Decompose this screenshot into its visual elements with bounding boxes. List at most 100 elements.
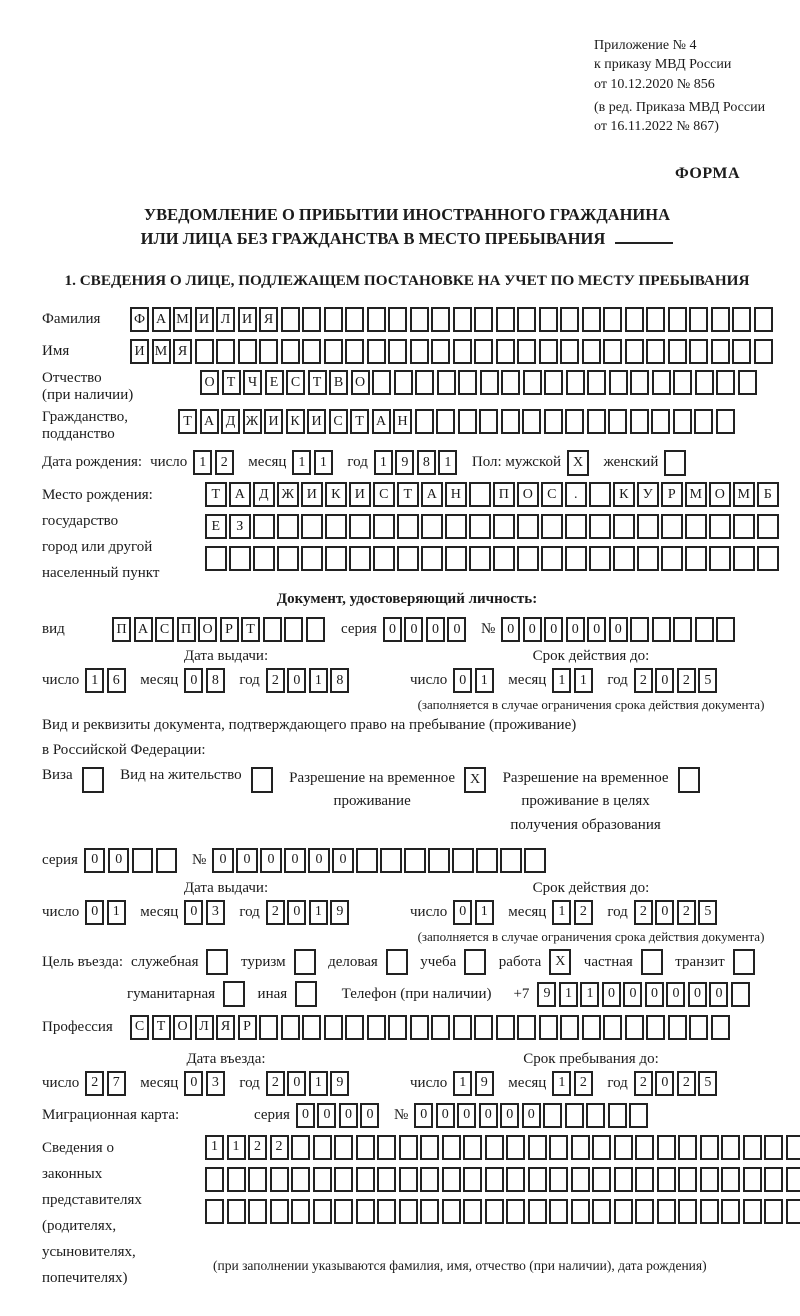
char-box[interactable]: Е [265,370,284,395]
char-box[interactable] [646,307,665,332]
char-box[interactable] [629,1103,648,1128]
char-box[interactable]: Т [308,370,327,395]
char-box[interactable] [373,546,395,571]
char-box[interactable]: 1 [552,1071,571,1096]
char-box[interactable] [436,409,455,434]
char-box[interactable] [764,1135,783,1160]
char-box[interactable]: X [464,767,486,793]
char-box[interactable] [733,546,755,571]
char-box[interactable] [356,1135,375,1160]
char-box[interactable] [253,514,275,539]
char-box[interactable] [380,848,402,873]
char-box[interactable]: 0 [284,848,306,873]
char-box[interactable]: 1 [309,1071,328,1096]
char-box[interactable]: Л [216,307,235,332]
char-box[interactable] [420,1135,439,1160]
char-box[interactable] [709,546,731,571]
char-box[interactable]: 9 [330,900,349,925]
char-box[interactable] [295,981,317,1007]
char-box[interactable] [334,1199,353,1224]
char-box[interactable] [334,1167,353,1192]
char-box[interactable] [399,1167,418,1192]
char-box[interactable]: З [229,514,251,539]
char-box[interactable]: К [325,482,347,507]
char-box[interactable] [565,1103,584,1128]
char-box[interactable] [565,514,587,539]
char-box[interactable]: X [549,949,571,975]
char-box[interactable] [238,339,257,364]
char-box[interactable] [743,1167,762,1192]
char-box[interactable] [474,307,493,332]
char-box[interactable] [205,1199,224,1224]
char-box[interactable] [571,1135,590,1160]
char-box[interactable] [445,514,467,539]
char-box[interactable] [651,409,670,434]
char-box[interactable] [694,409,713,434]
char-box[interactable] [678,1135,697,1160]
char-box[interactable] [313,1135,332,1160]
char-box[interactable] [277,546,299,571]
char-box[interactable]: И [307,409,326,434]
char-box[interactable] [415,370,434,395]
char-box[interactable] [301,514,323,539]
char-box[interactable] [721,1135,740,1160]
char-box[interactable] [661,514,683,539]
char-box[interactable] [431,307,450,332]
char-box[interactable]: 2 [677,668,696,693]
char-box[interactable] [786,1167,800,1192]
char-box[interactable] [517,514,539,539]
char-box[interactable] [549,1199,568,1224]
char-box[interactable] [206,949,228,975]
char-box[interactable]: 1 [552,668,571,693]
char-box[interactable] [630,409,649,434]
char-box[interactable] [582,1015,601,1040]
char-box[interactable] [689,1015,708,1040]
char-box[interactable] [630,617,649,642]
char-box[interactable]: Б [757,482,779,507]
char-box[interactable]: 1 [205,1135,224,1160]
char-box[interactable]: Ф [130,307,149,332]
char-box[interactable] [377,1135,396,1160]
char-box[interactable]: Т [397,482,419,507]
char-box[interactable]: А [152,307,171,332]
char-box[interactable] [476,848,498,873]
char-box[interactable] [613,546,635,571]
char-box[interactable] [652,370,671,395]
char-box[interactable] [501,370,520,395]
char-box[interactable] [421,514,443,539]
char-box[interactable] [356,1199,375,1224]
char-box[interactable] [259,339,278,364]
char-box[interactable] [528,1135,547,1160]
char-box[interactable] [757,546,779,571]
char-box[interactable] [635,1167,654,1192]
char-box[interactable]: 2 [677,900,696,925]
char-box[interactable] [399,1135,418,1160]
char-box[interactable] [523,370,542,395]
char-box[interactable]: 2 [634,668,653,693]
char-box[interactable] [673,409,692,434]
char-box[interactable] [709,514,731,539]
char-box[interactable]: 2 [677,1071,696,1096]
char-box[interactable]: 1 [374,450,393,475]
char-box[interactable] [496,1015,515,1040]
char-box[interactable] [678,1199,697,1224]
char-box[interactable]: 8 [330,668,349,693]
char-box[interactable] [668,1015,687,1040]
char-box[interactable]: 1 [580,982,599,1007]
char-box[interactable]: И [301,482,323,507]
char-box[interactable]: П [112,617,131,642]
char-box[interactable]: М [685,482,707,507]
char-box[interactable]: 9 [330,1071,349,1096]
char-box[interactable] [132,848,154,873]
char-box[interactable] [582,307,601,332]
char-box[interactable] [695,370,714,395]
char-box[interactable] [270,1167,289,1192]
char-box[interactable] [410,307,429,332]
char-box[interactable]: 0 [426,617,445,642]
char-box[interactable]: 2 [266,900,285,925]
char-box[interactable] [582,339,601,364]
char-box[interactable] [463,1135,482,1160]
char-box[interactable] [565,409,584,434]
char-box[interactable] [345,1015,364,1040]
char-box[interactable]: 0 [360,1103,379,1128]
